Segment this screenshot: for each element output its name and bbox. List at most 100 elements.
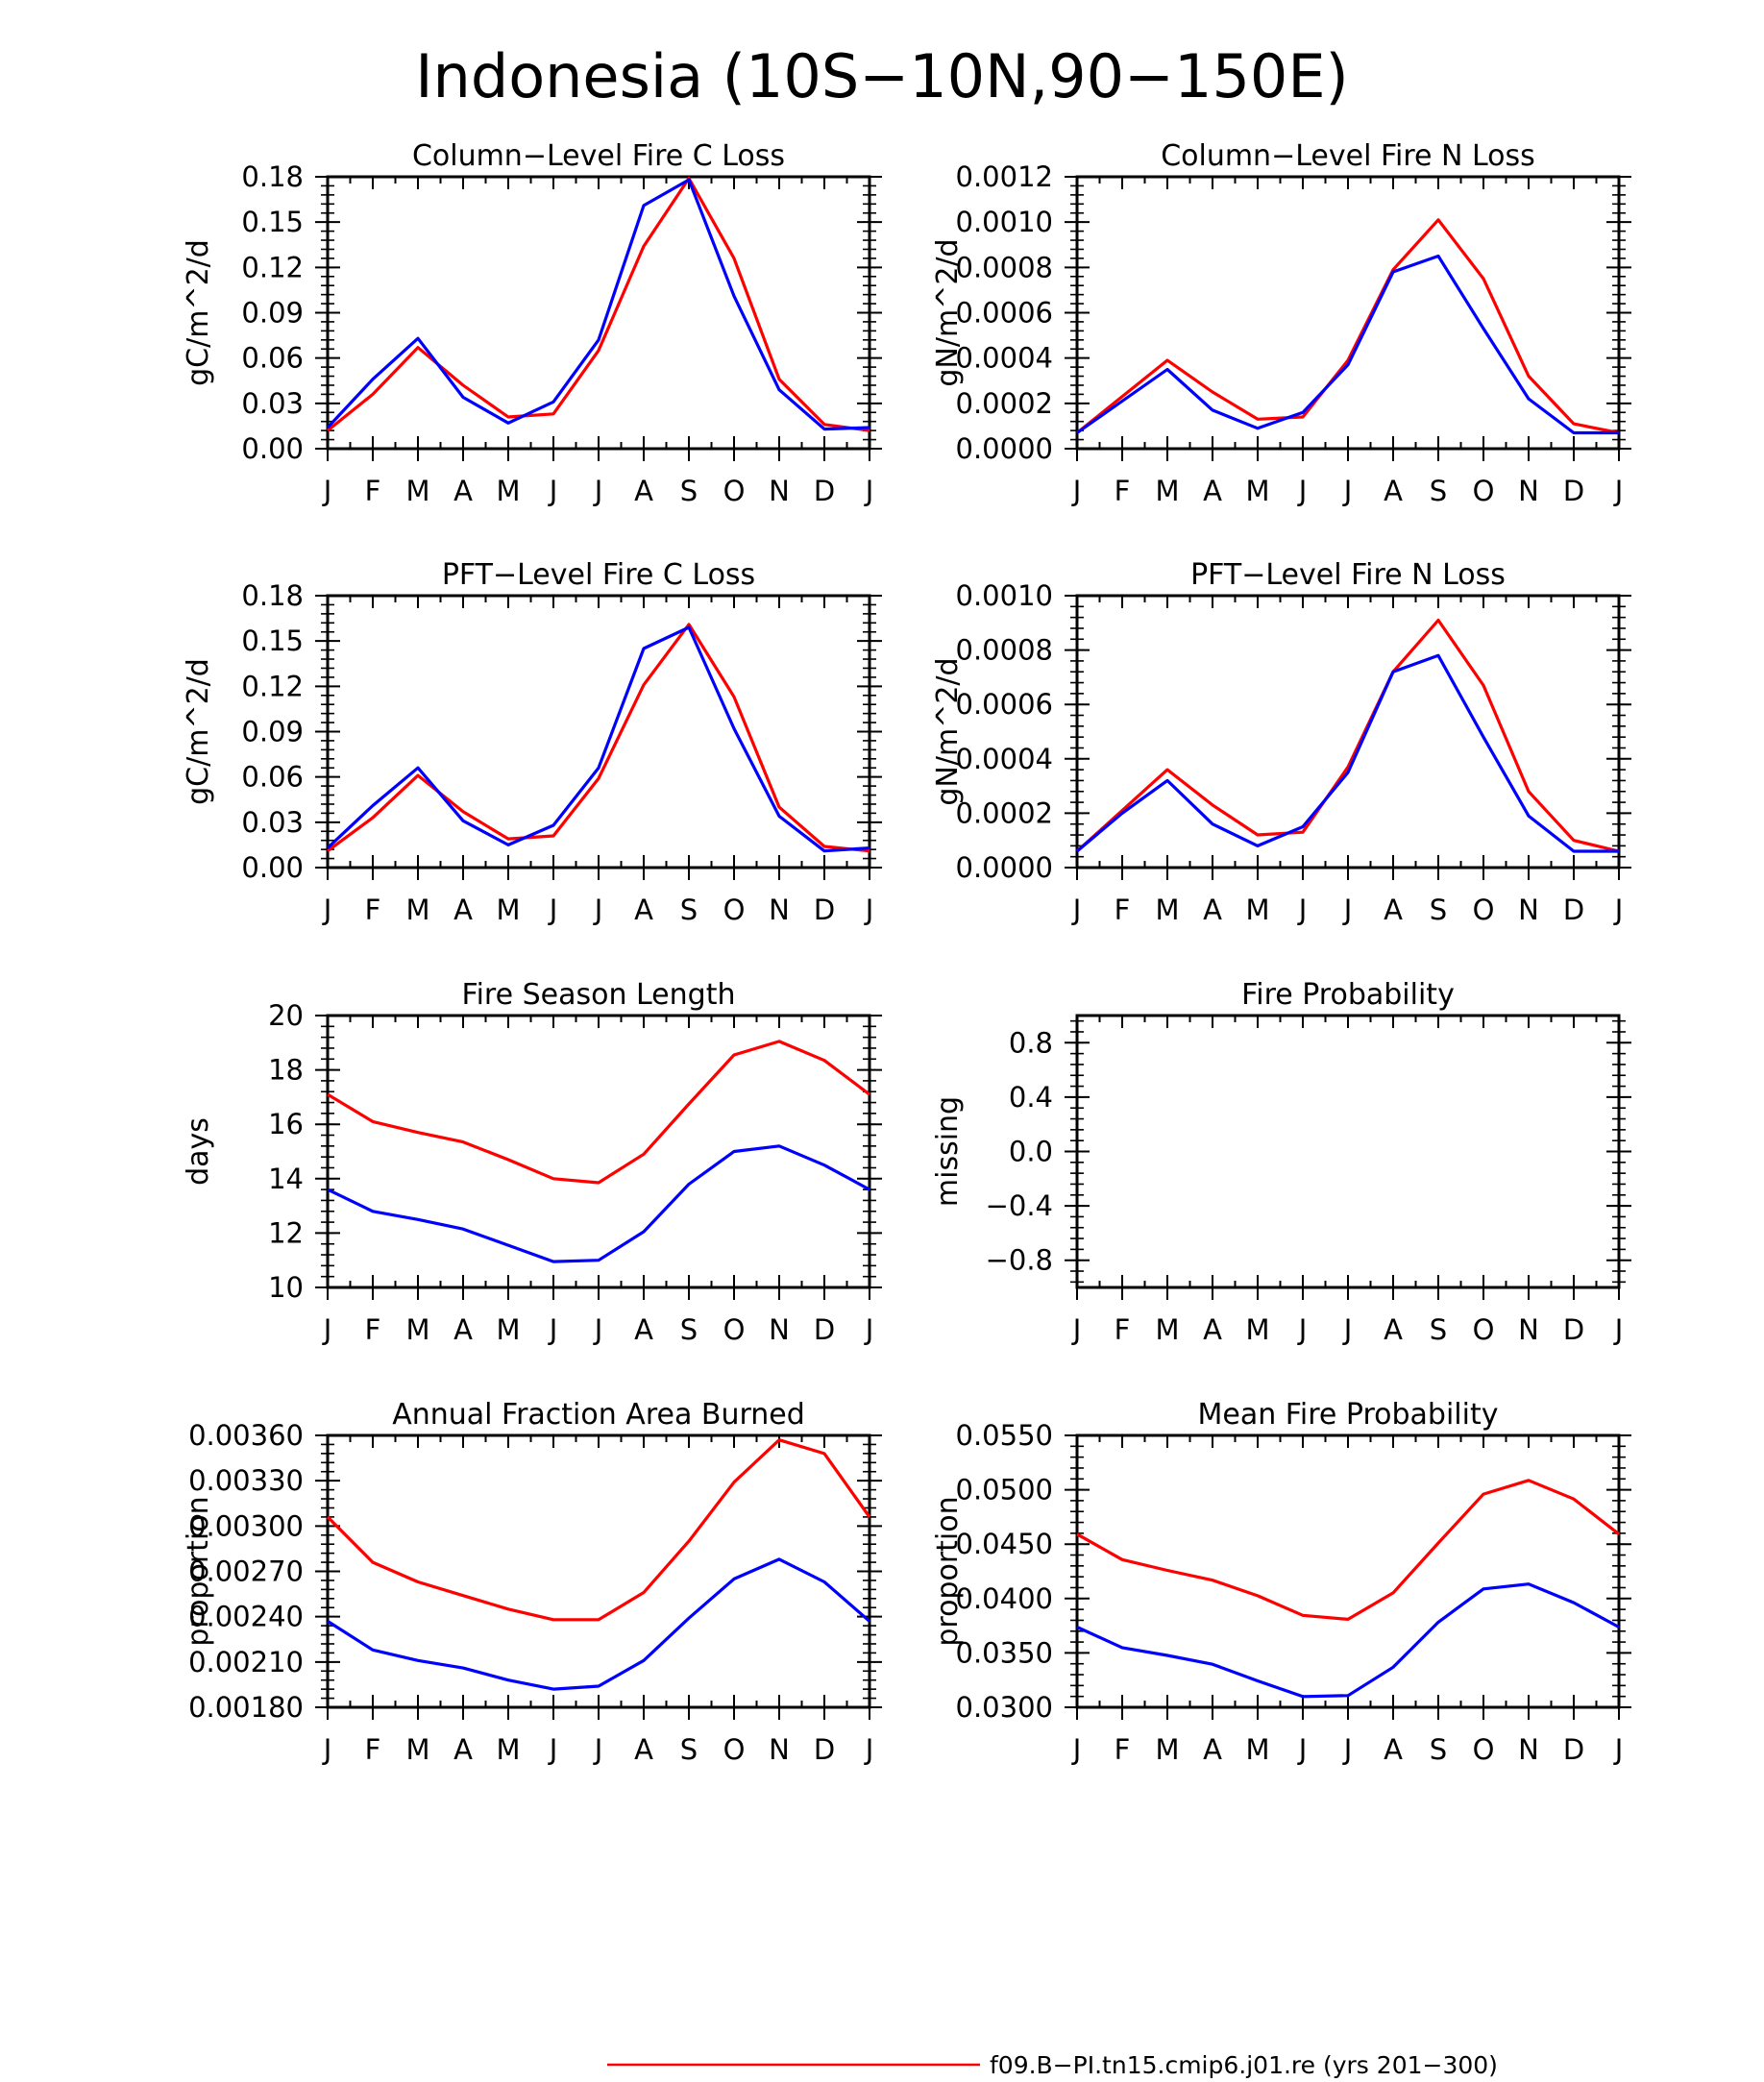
x-tick-label: F (365, 475, 381, 507)
x-tick-label: F (365, 894, 381, 926)
y-tick-label: 0.0000 (956, 432, 1053, 465)
y-tick-label: 0.0008 (956, 634, 1053, 667)
x-tick-label: N (1518, 475, 1539, 507)
x-tick-label: J (1613, 1733, 1624, 1766)
y-tick-label: 0.18 (241, 579, 304, 612)
x-tick-label: N (1518, 1733, 1539, 1766)
y-tick-label: 0.0008 (956, 251, 1053, 283)
x-tick-label: J (1613, 894, 1624, 926)
plot-frame (1075, 175, 1621, 451)
x-tick-label: O (1473, 1733, 1495, 1766)
x-tick-label: S (680, 894, 698, 926)
y-tick-label: 0.0006 (956, 297, 1053, 330)
x-tick-label: O (723, 1733, 746, 1766)
y-tick-label: 0.00270 (188, 1555, 304, 1588)
y-tick-label: 0.12 (241, 251, 304, 283)
x-tick-label: M (405, 475, 429, 507)
y-axis-label: proportion (931, 1496, 965, 1646)
x-tick-label: J (593, 1313, 603, 1346)
x-tick-label: A (453, 1733, 473, 1766)
x-tick-label: N (1518, 1313, 1539, 1346)
x-tick-label: A (453, 475, 473, 507)
series-line-blue (327, 1144, 870, 1263)
x-tick-label: M (405, 1733, 429, 1766)
x-tick-label: J (864, 1313, 874, 1346)
x-tick-label: M (496, 894, 520, 926)
x-tick-label: J (548, 894, 558, 926)
x-tick-label: O (1473, 1313, 1495, 1346)
x-tick-label: M (1245, 475, 1269, 507)
y-tick-label: 0.0550 (956, 1419, 1053, 1452)
y-tick-label: 0.0010 (956, 206, 1053, 238)
x-tick-label: J (1297, 1733, 1308, 1766)
x-tick-label: J (1071, 1733, 1082, 1766)
y-tick-label: 0.0300 (956, 1691, 1053, 1724)
x-tick-label: O (1473, 475, 1495, 507)
y-tick-label: 0.15 (241, 206, 304, 238)
plot-frame (1075, 594, 1621, 870)
y-tick-label: 0.09 (241, 297, 304, 330)
y-tick-label: 20 (268, 999, 304, 1032)
plot-frame (326, 594, 871, 870)
y-tick-label: 0.0350 (956, 1636, 1053, 1669)
x-tick-label: M (1155, 894, 1179, 926)
x-tick-label: D (814, 894, 835, 926)
series-line-blue (1075, 653, 1619, 853)
panel-title: PFT−Level Fire C Loss (442, 558, 755, 592)
y-tick-label: 0.06 (241, 342, 304, 375)
x-tick-label: J (864, 1733, 874, 1766)
x-tick-label: A (1203, 1313, 1222, 1346)
x-tick-label: J (1342, 1733, 1353, 1766)
x-tick-label: N (769, 475, 790, 507)
series-line-red (326, 177, 870, 432)
x-tick-label: O (723, 1313, 746, 1346)
series-line-blue (326, 178, 870, 431)
y-tick-label: 0.0002 (956, 387, 1053, 420)
y-tick-label: 10 (268, 1271, 304, 1304)
x-tick-label: M (1245, 1733, 1269, 1766)
x-tick-label: A (634, 475, 653, 507)
x-tick-label: M (1155, 475, 1179, 507)
plot-frame (326, 1433, 871, 1709)
x-tick-label: M (1155, 1313, 1179, 1346)
x-tick-label: J (322, 1313, 332, 1346)
plot-frame (1075, 1014, 1621, 1289)
x-tick-label: S (1430, 894, 1447, 926)
x-tick-label: A (1384, 1733, 1403, 1766)
x-tick-label: M (1155, 1733, 1179, 1766)
series-line-blue (326, 625, 870, 853)
plot-frame (326, 175, 871, 451)
y-axis-label: missing (931, 1096, 965, 1207)
y-tick-label: 18 (268, 1054, 304, 1087)
series-line-red (1075, 618, 1620, 853)
series-line-blue (1076, 254, 1619, 435)
x-tick-label: M (496, 475, 520, 507)
x-tick-label: J (593, 894, 603, 926)
y-tick-label: 0.00180 (188, 1691, 304, 1724)
panel-title: Annual Fraction Area Burned (392, 1398, 805, 1432)
series-line-blue (327, 1557, 871, 1691)
x-tick-label: A (1384, 475, 1403, 507)
x-tick-label: A (453, 894, 473, 926)
panel-title: Fire Probability (1241, 978, 1455, 1012)
y-tick-label: 0.0002 (956, 796, 1053, 829)
y-axis-label: gC/m^2/d (182, 239, 215, 386)
x-tick-label: O (1473, 894, 1495, 926)
series-line-red (327, 1040, 870, 1185)
x-tick-label: J (1297, 1313, 1308, 1346)
x-tick-label: F (1115, 1733, 1131, 1766)
series-line-red (1076, 1479, 1620, 1622)
y-tick-label: 0.0006 (956, 688, 1053, 721)
y-tick-label: 0.00360 (188, 1419, 304, 1452)
x-tick-label: D (814, 1733, 835, 1766)
y-tick-label: 0.0400 (956, 1582, 1053, 1615)
x-tick-label: D (1563, 1733, 1584, 1766)
y-tick-label: 0.00210 (188, 1646, 304, 1678)
x-tick-label: J (593, 1733, 603, 1766)
